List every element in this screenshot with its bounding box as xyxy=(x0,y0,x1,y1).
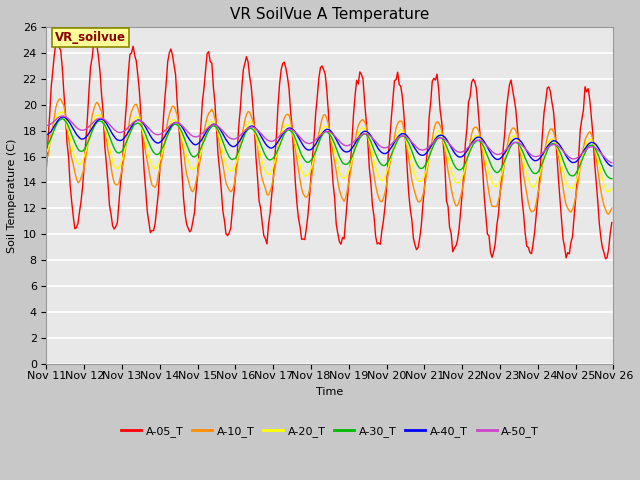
Line: A-50_T: A-50_T xyxy=(47,116,612,163)
Y-axis label: Soil Temperature (C): Soil Temperature (C) xyxy=(7,138,17,252)
Text: VR_soilvue: VR_soilvue xyxy=(55,31,126,44)
Line: A-10_T: A-10_T xyxy=(47,99,612,214)
Line: A-40_T: A-40_T xyxy=(47,117,612,166)
X-axis label: Time: Time xyxy=(316,387,344,396)
Line: A-05_T: A-05_T xyxy=(47,34,612,259)
Title: VR SoilVue A Temperature: VR SoilVue A Temperature xyxy=(230,7,429,22)
Line: A-30_T: A-30_T xyxy=(47,119,612,179)
Line: A-20_T: A-20_T xyxy=(47,112,612,192)
Legend: A-05_T, A-10_T, A-20_T, A-30_T, A-40_T, A-50_T: A-05_T, A-10_T, A-20_T, A-30_T, A-40_T, … xyxy=(116,421,543,441)
